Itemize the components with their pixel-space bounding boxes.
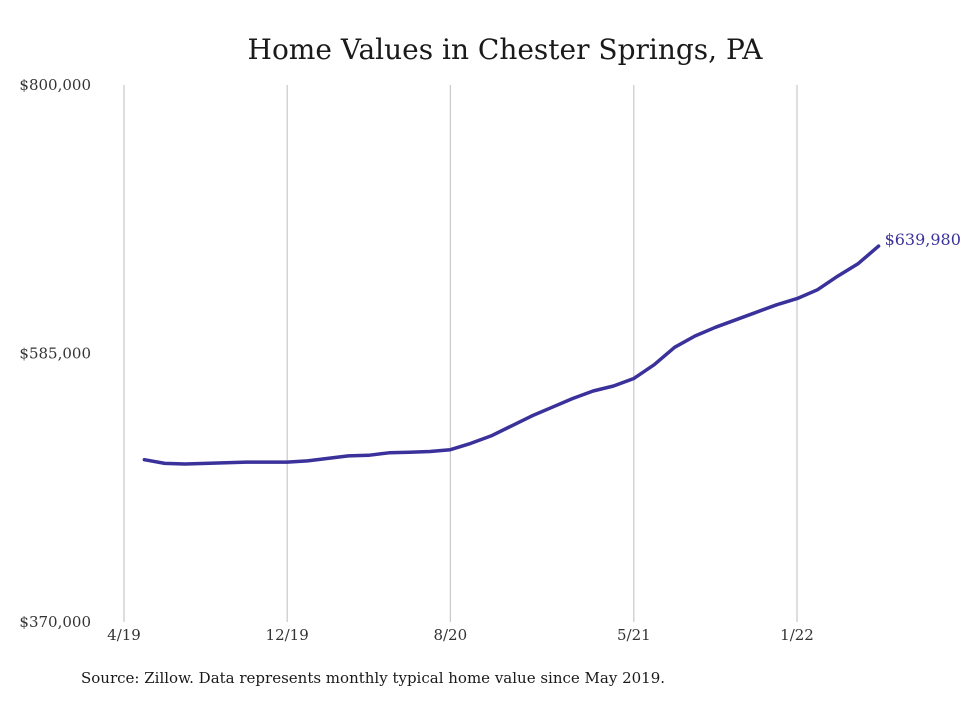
end-value-label: $639,980 (885, 230, 961, 249)
gridlines (123, 85, 798, 622)
y-tick-label: $370,000 (19, 613, 91, 631)
y-tick-label: $585,000 (19, 345, 91, 363)
x-tick-label: 4/19 (107, 626, 141, 644)
source-note: Source: Zillow. Data represents monthly … (81, 669, 665, 687)
x-tick-label: 5/21 (617, 626, 651, 644)
x-tick-label: 12/19 (266, 626, 309, 644)
series-line-home-value (142, 244, 881, 466)
x-tick-label: 8/20 (433, 626, 467, 644)
chart-title: Home Values in Chester Springs, PA (248, 33, 764, 66)
x-axis-tick-labels: 4/19 12/19 8/20 5/21 1/22 (107, 626, 814, 644)
y-tick-label: $800,000 (19, 76, 91, 94)
y-axis-tick-labels: $370,000 $585,000 $800,000 (19, 76, 91, 631)
x-tick-label: 1/22 (780, 626, 814, 644)
